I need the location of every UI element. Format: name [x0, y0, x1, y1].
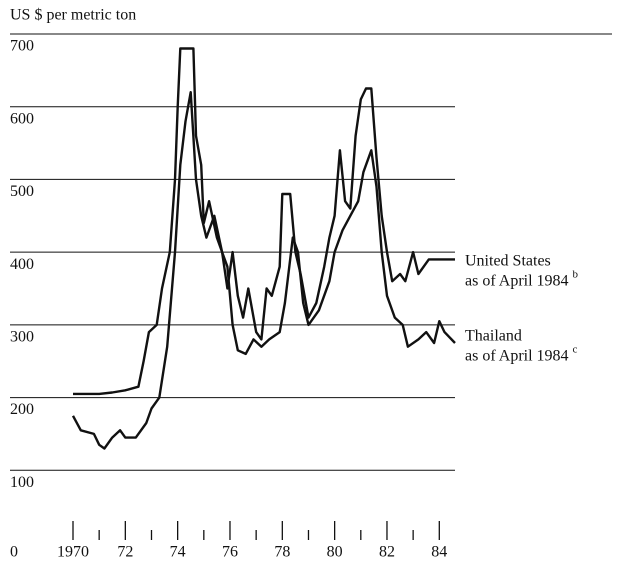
- x-tick-label: 76: [222, 544, 238, 561]
- x-tick-label: 84: [431, 544, 447, 561]
- y-tick-label: 500: [10, 183, 34, 200]
- y-tick-label: 300: [10, 329, 34, 346]
- y-tick-label: 700: [10, 38, 34, 55]
- legend-note: b: [573, 269, 579, 281]
- legend-note: c: [573, 344, 578, 356]
- series-line: [73, 47, 455, 396]
- y-tick-label: 0: [10, 544, 18, 561]
- x-tick-label: 82: [379, 544, 395, 561]
- legend-annotation: as of April 1984: [465, 273, 569, 290]
- x-tick-label: 1970: [57, 544, 89, 561]
- legend-annotation: as of April 1984: [465, 348, 569, 365]
- x-tick-label: 74: [170, 544, 186, 561]
- y-tick-label: 400: [10, 256, 34, 273]
- x-tick-label: 72: [117, 544, 133, 561]
- series-line: [71, 91, 456, 450]
- x-tick-label: 80: [327, 544, 343, 561]
- legend-label: Thailand: [465, 328, 522, 345]
- legend-label: United States: [465, 253, 551, 270]
- y-axis-label: US $ per metric ton: [10, 7, 136, 24]
- x-tick-label: 78: [274, 544, 290, 561]
- y-tick-label: 200: [10, 401, 34, 418]
- y-tick-label: 100: [10, 474, 34, 491]
- y-tick-label: 600: [10, 110, 34, 127]
